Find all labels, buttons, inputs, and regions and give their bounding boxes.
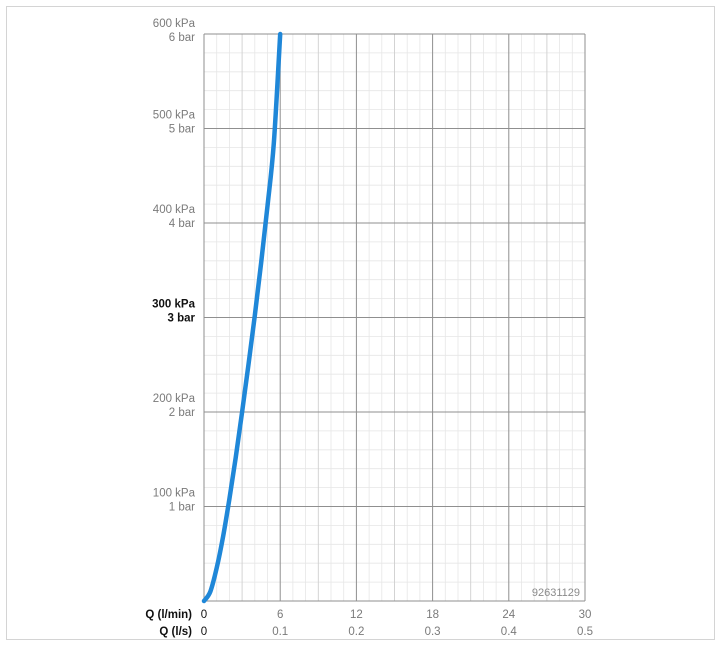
x-tick-label-ls: 0.3 xyxy=(425,626,441,638)
x-tick-label-ls: 0 xyxy=(201,626,207,638)
series-line xyxy=(201,31,283,604)
y-tick-label-kpa: 300 kPa xyxy=(152,299,195,311)
y-tick-label-bar: 3 bar xyxy=(168,313,196,325)
x-tick-label-lmin: 18 xyxy=(426,609,439,621)
x-tick-label-ls: 0.1 xyxy=(272,626,288,638)
chart-frame xyxy=(6,6,715,640)
x-axis-ticks: 0 0 6 0.1 12 0.2 18 0.3 24 0.4 30 0.5 xyxy=(201,609,593,638)
x-tick-label-lmin: 12 xyxy=(350,609,363,621)
y-tick-label-bar: 4 bar xyxy=(169,218,195,230)
y-tick-label-kpa: 500 kPa xyxy=(153,110,196,122)
x-tick-label-lmin: 0 xyxy=(201,609,207,621)
y-tick-label-bar: 6 bar xyxy=(169,32,195,44)
product-code: 92631129 xyxy=(532,587,580,599)
y-tick-label-kpa: 200 kPa xyxy=(153,393,196,405)
y-tick-label-kpa: 600 kPa xyxy=(153,18,196,30)
y-tick-label-bar: 5 bar xyxy=(169,124,195,136)
x-axis-label-lmin: Q (l/min) xyxy=(145,609,192,621)
x-tick-label-ls: 0.2 xyxy=(348,626,364,638)
x-tick-label-lmin: 24 xyxy=(502,609,515,621)
x-tick-label-ls: 0.4 xyxy=(501,626,518,638)
y-tick-label-bar: 2 bar xyxy=(169,407,195,419)
major-grid xyxy=(203,33,586,602)
x-tick-label-ls: 0.5 xyxy=(577,626,593,638)
x-tick-label-lmin: 6 xyxy=(277,609,283,621)
x-axis-label-ls: Q (l/s) xyxy=(159,626,192,638)
x-tick-label-lmin: 30 xyxy=(579,609,592,621)
y-tick-label-bar: 1 bar xyxy=(169,502,195,514)
y-tick-label-kpa: 400 kPa xyxy=(153,204,196,216)
y-axis-ticks: 100 kPa 1 bar 200 kPa 2 bar 300 kPa 3 bar 400 … xyxy=(152,18,195,514)
y-tick-label-kpa: 100 kPa xyxy=(153,488,196,500)
